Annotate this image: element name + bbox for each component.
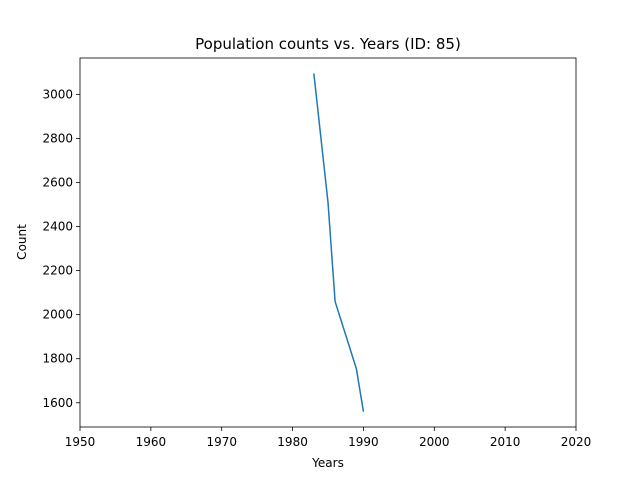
x-tick-label: 1970 xyxy=(206,435,237,449)
x-tick-label: 1990 xyxy=(348,435,379,449)
x-tick-label: 1960 xyxy=(136,435,167,449)
y-tick-label: 2000 xyxy=(42,308,73,322)
x-axis-label: Years xyxy=(311,456,344,470)
y-tick-label: 1600 xyxy=(42,396,73,410)
y-tick-label: 2800 xyxy=(42,131,73,145)
series-line xyxy=(313,73,365,412)
x-tick-label: 2000 xyxy=(419,435,450,449)
y-axis: 1600 1800 2000 2200 2400 2600 2800 3000 xyxy=(42,87,80,410)
x-tick-label: 1950 xyxy=(65,435,96,449)
y-tick-label: 1800 xyxy=(42,352,73,366)
x-tick-label: 2010 xyxy=(490,435,521,449)
series-group xyxy=(313,73,365,412)
x-tick-label: 2020 xyxy=(561,435,592,449)
x-axis: 1950 1960 1970 1980 1990 2000 2010 2020 xyxy=(65,427,592,449)
y-tick-label: 2400 xyxy=(42,220,73,234)
y-tick-label: 2200 xyxy=(42,264,73,278)
y-tick-label: 3000 xyxy=(42,87,73,101)
chart-title: Population counts vs. Years (ID: 85) xyxy=(195,35,461,53)
y-axis-label: Count xyxy=(15,224,29,260)
y-tick-label: 2600 xyxy=(42,175,73,189)
x-tick-label: 1980 xyxy=(277,435,308,449)
plot-frame xyxy=(79,57,577,428)
